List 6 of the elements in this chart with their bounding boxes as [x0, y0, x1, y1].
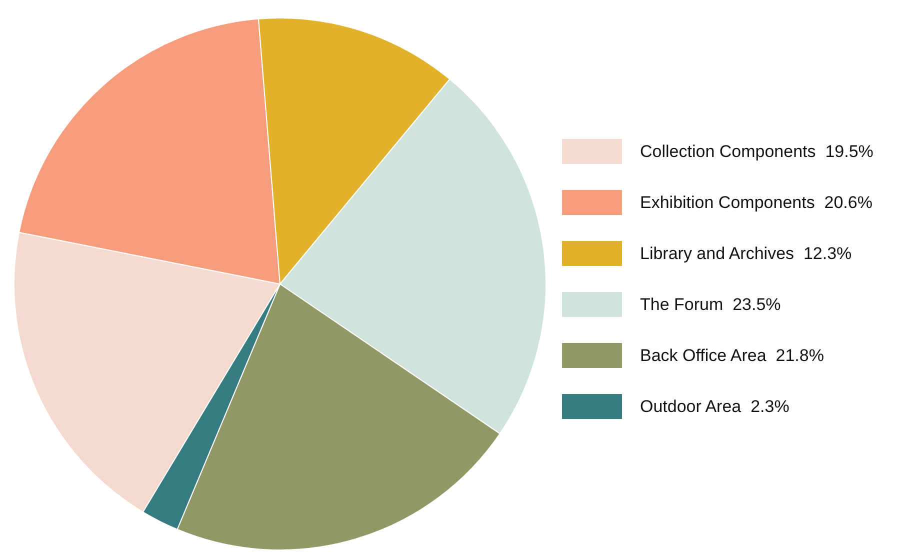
legend-label: Collection Components 19.5%	[640, 142, 874, 162]
legend-label: Library and Archives 12.3%	[640, 244, 852, 264]
legend-label: Back Office Area 21.8%	[640, 346, 824, 366]
legend-label: Outdoor Area 2.3%	[640, 396, 790, 416]
legend-label: The Forum 23.5%	[640, 294, 781, 314]
legend-label: Exhibition Components 20.6%	[640, 192, 872, 212]
